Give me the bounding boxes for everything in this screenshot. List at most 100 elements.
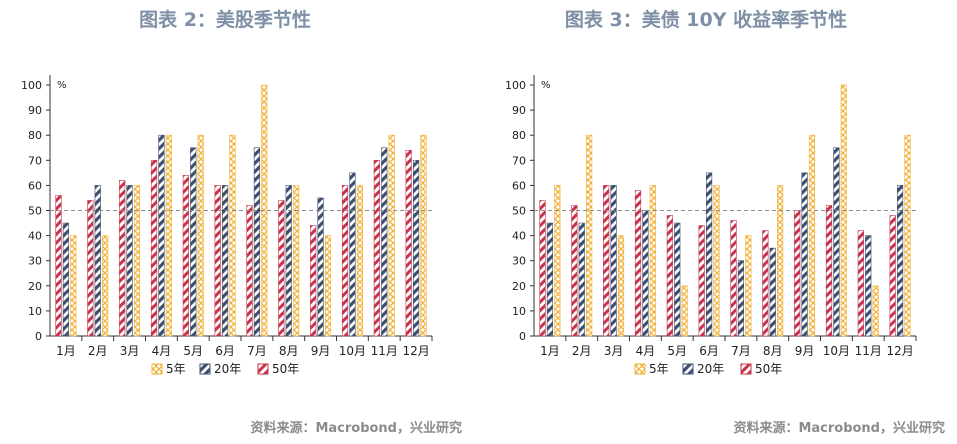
bar-fifty-year-6: [214, 185, 221, 337]
bar-five-year-12: [904, 134, 911, 337]
y-tick-label: 50: [28, 205, 42, 218]
bar-five-year-9: [324, 235, 332, 337]
bar-twenty-year-10: [349, 172, 356, 337]
legend-swatch-twenty-year: [682, 363, 694, 375]
x-tick-label: 10月: [339, 344, 366, 358]
x-tick-label: 3月: [120, 344, 140, 358]
y-tick-label: 70: [512, 154, 526, 167]
x-tick-label: 5月: [667, 344, 687, 358]
bar-twenty-year-5: [190, 147, 197, 337]
bar-fifty-year-11: [857, 230, 864, 337]
bar-five-year-6: [713, 185, 720, 337]
bar-five-year-1: [70, 235, 77, 337]
bar-fifty-year-10: [825, 205, 833, 337]
legend-label-twenty-year: 20年: [214, 362, 241, 376]
legend-label-twenty-year: 20年: [697, 362, 724, 376]
bar-fifty-year-9: [794, 210, 801, 337]
y-tick-label: 40: [512, 230, 526, 243]
bar-five-year-3: [617, 235, 625, 337]
y-tick-label: 30: [28, 255, 42, 268]
bar-twenty-year-8: [285, 185, 292, 337]
x-tick-label: 1月: [56, 344, 76, 358]
bar-twenty-year-2: [578, 222, 585, 337]
bar-five-year-5: [197, 134, 204, 337]
bar-fifty-year-1: [539, 200, 546, 337]
chart-legend: 5年 20年 50年: [151, 362, 299, 376]
y-tick-label: 20: [28, 280, 42, 293]
bar-fifty-year-5: [182, 175, 189, 337]
x-tick-label: 8月: [763, 344, 783, 358]
bar-fifty-year-3: [119, 180, 126, 337]
y-tick-label: 80: [28, 129, 42, 142]
legend-label-five-year: 5年: [166, 362, 186, 376]
bar-twenty-year-12: [896, 185, 904, 337]
bar-fifty-year-10: [341, 185, 349, 337]
y-tick-label: 60: [28, 179, 42, 192]
legend-swatch-twenty-year: [199, 363, 211, 375]
x-tick-label: 4月: [152, 344, 172, 358]
bar-twenty-year-3: [126, 185, 133, 337]
x-tick-label: 8月: [279, 344, 299, 358]
bar-fifty-year-9: [310, 225, 317, 337]
bar-fifty-year-1: [55, 195, 62, 337]
bar-five-year-7: [745, 235, 752, 337]
chart-title: 图表 2：美股季节性: [139, 8, 311, 31]
bar-fifty-year-6: [698, 225, 705, 337]
x-tick-label: 5月: [183, 344, 203, 358]
bar-twenty-year-7: [737, 260, 745, 337]
y-tick-label: 100: [505, 79, 526, 92]
bar-fifty-year-7: [730, 220, 737, 337]
bar-fifty-year-12: [889, 215, 896, 337]
y-tick-label: 20: [512, 280, 526, 293]
y-tick-label: 0: [519, 330, 526, 343]
bar-fifty-year-7: [246, 205, 253, 337]
bar-twenty-year-6: [221, 185, 229, 337]
x-tick-label: 1月: [540, 344, 560, 358]
x-tick-label: 9月: [795, 344, 815, 358]
y-tick-label: 10: [512, 305, 526, 318]
bar-fifty-year-4: [150, 160, 158, 337]
legend-swatch-fifty-year: [257, 363, 269, 375]
bar-fifty-year-2: [87, 200, 94, 337]
bar-fifty-year-3: [603, 185, 610, 337]
bar-twenty-year-9: [317, 197, 324, 337]
bar-five-year-12: [420, 134, 427, 337]
bar-five-year-10: [356, 185, 363, 337]
y-unit-label: %: [541, 80, 551, 91]
bar-twenty-year-9: [801, 172, 808, 337]
y-tick-label: 30: [512, 255, 526, 268]
chart-title: 图表 3：美债 10Y 收益率季节性: [565, 8, 847, 31]
bar-fifty-year-2: [571, 205, 578, 337]
bar-twenty-year-2: [94, 185, 101, 337]
bar-twenty-year-4: [158, 134, 165, 337]
bar-twenty-year-10: [833, 147, 840, 337]
x-tick-label: 12月: [886, 344, 913, 358]
x-tick-label: 12月: [402, 344, 429, 358]
legend-swatch-fifty-year: [740, 363, 752, 375]
source-note: 资料来源：Macrobond，兴业研究: [250, 420, 462, 436]
bar-five-year-2: [102, 235, 109, 337]
legend-label-five-year: 5年: [649, 362, 669, 376]
y-tick-label: 0: [35, 330, 42, 343]
bar-twenty-year-8: [769, 247, 776, 337]
y-tick-label: 80: [512, 129, 526, 142]
chart-panel-2: 图表 3：美债 10Y 收益率季节性% 0 10 20 30 40 50 60 70 80 90 10…: [505, 8, 945, 436]
chart-legend: 5年 20年 50年: [634, 362, 782, 376]
bar-five-year-1: [554, 185, 561, 337]
bar-twenty-year-6: [705, 172, 713, 337]
bar-five-year-4: [649, 185, 656, 337]
bar-twenty-year-4: [642, 210, 649, 337]
legend-swatch-five-year: [151, 363, 163, 375]
x-tick-label: 6月: [699, 344, 719, 358]
bar-fifty-year-8: [278, 200, 285, 337]
bar-fifty-year-8: [762, 230, 769, 337]
bar-five-year-9: [808, 134, 816, 337]
y-unit-label: %: [57, 80, 67, 91]
y-tick-label: 100: [21, 79, 42, 92]
bar-five-year-8: [777, 185, 784, 337]
x-tick-label: 2月: [572, 344, 592, 358]
bar-twenty-year-3: [610, 185, 617, 337]
bar-five-year-8: [293, 185, 300, 337]
bar-five-year-4: [165, 134, 172, 337]
bar-twenty-year-5: [674, 222, 681, 337]
